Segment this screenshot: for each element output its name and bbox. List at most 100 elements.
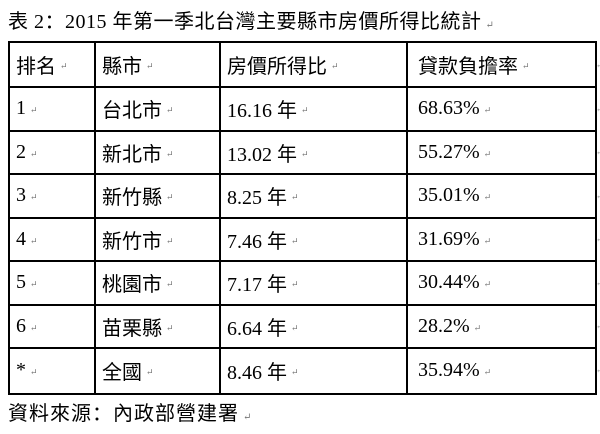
rank-value: 5 [16,271,26,294]
cell-end-mark: ↵ [146,367,154,378]
burden-cell: 35.01% ↵ [408,175,595,219]
cell-end-mark: ↵ [331,61,339,71]
burden-value: 31.69% [418,227,480,250]
header-city-label: 縣市 [102,56,142,78]
city-value: 全國 [102,362,142,385]
ratio-value: 13.02 年 [227,143,297,166]
cell-end-mark: ↵ [30,279,38,290]
burden-cell: 31.69% ↵ [408,219,595,262]
ratio-value: 7.17 年 [227,274,287,297]
city-cell: 新竹市 ↵ [96,218,221,262]
ratio-value: 8.25 年 [227,187,287,210]
cell-end-mark: ↵ [291,235,299,246]
ratio-cell: 7.46 年 ↵ [221,218,408,262]
data-source-text: 資料來源：內政部營建署 [8,403,239,425]
rank-cell: 3 ↵ [10,175,96,219]
ratio-value: 8.46 年 [227,362,287,385]
housing-price-income-table: 排名 ↵ 縣市 ↵ 房價所得比 ↵ 貸款負擔率 ↵ 1 ↵ 台北市 ↵ 16.16 年 ↵ 6… [8,41,597,395]
header-ratio-label: 房價所得比 [227,56,327,78]
ratio-cell: 8.46 年 ↵ [221,349,408,393]
ratio-value: 16.16 年 [227,100,297,123]
row-end-mark: ↵ [596,322,600,332]
header-cell-city: 縣市 ↵ [96,43,221,88]
ratio-cell: 7.17 年 ↵ [221,262,408,306]
data-source-note: 資料來源：內政部營建署 ↵ [8,397,252,426]
cell-end-mark: ↵ [483,279,492,290]
cell-end-mark: ↵ [166,322,174,333]
city-cell: 台北市 ↵ [96,88,221,132]
rank-value: 4 [16,227,26,250]
cell-end-mark: ↵ [291,322,299,333]
rank-value: 1 [16,97,26,120]
cell-end-mark: ↵ [301,148,309,159]
burden-value: 35.01% [418,184,480,207]
cell-end-mark: ↵ [291,367,299,378]
cell-end-mark: ↵ [483,105,492,116]
ratio-cell: 16.16 年 ↵ [221,88,408,132]
cell-end-mark: ↵ [30,367,38,378]
row-end-mark: ↵ [596,278,600,288]
paragraph-mark: ↵ [485,20,495,31]
city-cell: 新北市 ↵ [96,131,221,175]
rank-cell: 6 ↵ [10,305,96,349]
cell-end-mark: ↵ [30,235,38,246]
cell-end-mark: ↵ [166,105,174,116]
cell-end-mark: ↵ [301,105,309,116]
burden-value: 28.2% [418,314,470,337]
row-end-mark: ↵ [596,191,600,201]
cell-end-mark: ↵ [483,192,492,203]
cell-end-mark: ↵ [522,61,530,71]
ratio-cell: 6.64 年 ↵ [221,305,408,349]
header-cell-rank: 排名 ↵ [10,43,96,88]
burden-cell: 55.27% ↵ [408,132,595,175]
burden-cell: 30.44% ↵ [408,262,595,306]
cell-end-mark: ↵ [483,148,492,159]
cell-end-mark: ↵ [166,192,174,203]
paragraph-mark: ↵ [243,412,253,423]
cell-end-mark: ↵ [30,148,38,159]
header-rank-label: 排名 [16,56,56,78]
row-end-mark: ↵ [596,365,600,375]
table-caption-text: 表 2：2015 年第一季北台灣主要縣市房價所得比統計 [8,11,482,33]
rank-value: 6 [16,314,26,337]
cell-end-mark: ↵ [30,105,38,116]
header-burden-label: 貸款負擔率 [418,56,518,78]
city-cell: 新竹縣 ↵ [96,175,221,219]
burden-cell: 28.2% ↵ [408,306,595,349]
rank-value: * [16,359,26,382]
city-cell: 全國 ↵ [96,349,221,393]
table-caption: 表 2：2015 年第一季北台灣主要縣市房價所得比統計 ↵ [8,5,494,34]
burden-value: 68.63% [418,97,480,120]
ratio-cell: 13.02 年 ↵ [221,131,408,175]
cell-end-mark: ↵ [473,322,482,333]
rank-value: 2 [16,140,26,163]
city-value: 新竹縣 [102,187,162,210]
row-end-mark: ↵ [596,104,600,114]
city-cell: 苗栗縣 ↵ [96,305,221,349]
row-end-mark: ↵ [596,60,600,70]
cell-end-mark: ↵ [166,235,174,246]
city-value: 桃園市 [102,274,162,297]
cell-end-mark: ↵ [30,192,38,203]
cell-end-mark: ↵ [146,61,154,71]
burden-value: 35.94% [418,359,480,382]
row-end-mark: ↵ [596,148,600,158]
rank-cell: 1 ↵ [10,88,96,132]
cell-end-mark: ↵ [483,235,492,246]
row-end-mark: ↵ [596,235,600,245]
rank-cell: 2 ↵ [10,131,96,175]
burden-cell: 68.63% ↵ [408,88,595,132]
header-cell-burden: 貸款負擔率 ↵ [408,43,595,88]
header-cell-ratio: 房價所得比 ↵ [221,43,408,88]
row-end-marks: ↵ ↵ ↵ ↵ ↵ ↵ ↵ ↵ [596,43,600,393]
cell-end-mark: ↵ [30,322,38,333]
ratio-value: 6.64 年 [227,317,287,340]
cell-end-mark: ↵ [166,148,174,159]
cell-end-mark: ↵ [291,192,299,203]
rank-cell: 5 ↵ [10,262,96,306]
city-value: 新北市 [102,143,162,166]
ratio-cell: 8.25 年 ↵ [221,175,408,219]
rank-cell: 4 ↵ [10,218,96,262]
burden-cell: 35.94% ↵ [408,349,595,393]
